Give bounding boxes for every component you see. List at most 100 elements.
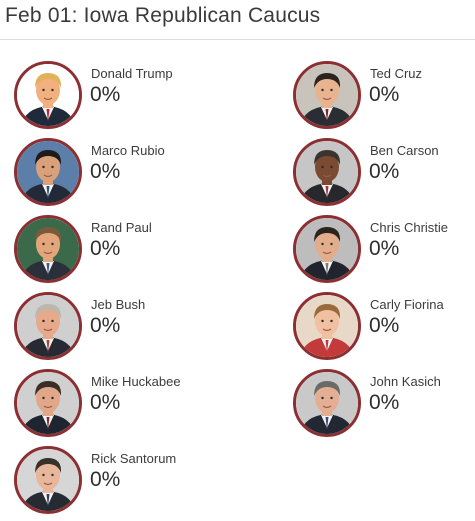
candidate-photo (14, 61, 82, 129)
portrait-hair (314, 381, 341, 396)
portrait-eye-right (51, 396, 54, 400)
candidate-name: John Kasich (370, 374, 441, 389)
portrait-tie (46, 340, 50, 353)
portrait-eye-left (321, 88, 324, 92)
candidate-percentage: 0% (90, 237, 121, 260)
portrait-hair (35, 150, 62, 165)
portrait-eye-left (42, 165, 45, 169)
candidate-photo (293, 61, 361, 129)
candidate-card[interactable]: Jeb Bush 0% (14, 292, 214, 364)
portrait-eye-right (51, 319, 54, 323)
portrait-graphic (296, 372, 358, 434)
page-header: Feb 01: Iowa Republican Caucus (0, 0, 475, 40)
portrait-hair (35, 227, 62, 242)
portrait-graphic (17, 372, 79, 434)
portrait-graphic (296, 64, 358, 126)
candidate-name: Ben Carson (370, 143, 439, 158)
portrait-hair (35, 381, 62, 396)
portrait-face (315, 75, 339, 105)
portrait-mouth (43, 482, 53, 486)
portrait-mouth (322, 174, 332, 178)
portrait-eye-left (321, 319, 324, 323)
candidate-photo (14, 292, 82, 360)
portrait-hair (35, 304, 62, 319)
portrait-eye-left (42, 88, 45, 92)
portrait-graphic (296, 218, 358, 280)
portrait-tie (325, 109, 329, 122)
portrait-graphic (17, 141, 79, 203)
portrait-graphic (296, 295, 358, 357)
portrait-tie (325, 340, 329, 353)
portrait-eye-left (42, 396, 45, 400)
candidate-percentage: 0% (369, 237, 400, 260)
candidate-photo (293, 369, 361, 437)
candidate-percentage: 0% (90, 314, 121, 337)
candidate-photo (14, 446, 82, 514)
portrait-hair (314, 150, 341, 165)
portrait-eye-right (330, 88, 333, 92)
candidate-card[interactable]: Marco Rubio 0% (14, 138, 214, 210)
portrait-mouth (322, 251, 332, 255)
candidate-card[interactable]: Carly Fiorina 0% (293, 292, 475, 364)
portrait-eye-left (42, 473, 45, 477)
portrait-tie (46, 494, 50, 507)
candidate-name: Jeb Bush (91, 297, 146, 312)
portrait-mouth (322, 97, 332, 101)
portrait-eye-left (321, 242, 324, 246)
candidate-card[interactable]: Rick Santorum 0% (14, 446, 214, 518)
portrait-graphic (17, 64, 79, 126)
portrait-face (36, 75, 60, 105)
candidate-card[interactable]: Chris Christie 0% (293, 215, 475, 287)
portrait-tie (46, 186, 50, 199)
portrait-eye-right (330, 319, 333, 323)
portrait-eye-right (51, 88, 54, 92)
portrait-eye-right (51, 165, 54, 169)
portrait-tie (325, 186, 329, 199)
portrait-tie (46, 417, 50, 430)
candidate-percentage: 0% (90, 468, 121, 491)
candidate-card[interactable]: John Kasich 0% (293, 369, 475, 441)
portrait-tie (46, 109, 50, 122)
candidate-photo (293, 138, 361, 206)
portrait-eye-right (330, 396, 333, 400)
portrait-face (315, 152, 339, 182)
candidate-percentage: 0% (90, 391, 121, 414)
portrait-hair (314, 73, 341, 88)
portrait-tie (325, 263, 329, 276)
candidate-name: Donald Trump (91, 66, 173, 81)
portrait-eye-right (330, 165, 333, 169)
candidate-percentage: 0% (369, 314, 400, 337)
portrait-face (315, 229, 339, 259)
portrait-face (36, 306, 60, 336)
portrait-face (36, 460, 60, 490)
portrait-graphic (296, 141, 358, 203)
portrait-mouth (322, 328, 332, 332)
candidate-card[interactable]: Rand Paul 0% (14, 215, 214, 287)
candidate-photo (293, 292, 361, 360)
candidate-card[interactable]: Ted Cruz 0% (293, 61, 475, 133)
portrait-mouth (43, 251, 53, 255)
portrait-hair (314, 304, 341, 319)
portrait-eye-right (330, 242, 333, 246)
candidate-percentage: 0% (369, 160, 400, 183)
candidate-photo (14, 215, 82, 283)
portrait-eye-left (42, 242, 45, 246)
candidate-photo (14, 138, 82, 206)
page-title: Feb 01: Iowa Republican Caucus (5, 4, 321, 27)
candidate-name: Mike Huckabee (91, 374, 181, 389)
portrait-mouth (43, 405, 53, 409)
portrait-face (315, 306, 339, 336)
candidate-card[interactable]: Donald Trump 0% (14, 61, 214, 133)
candidate-card[interactable]: Ben Carson 0% (293, 138, 475, 210)
portrait-graphic (17, 218, 79, 280)
candidate-card[interactable]: Mike Huckabee 0% (14, 369, 214, 441)
portrait-graphic (17, 295, 79, 357)
portrait-mouth (322, 405, 332, 409)
candidate-photo (293, 215, 361, 283)
candidate-photo (14, 369, 82, 437)
candidate-percentage: 0% (369, 83, 400, 106)
portrait-face (36, 152, 60, 182)
portrait-hair (35, 458, 62, 473)
candidate-name: Ted Cruz (370, 66, 423, 81)
